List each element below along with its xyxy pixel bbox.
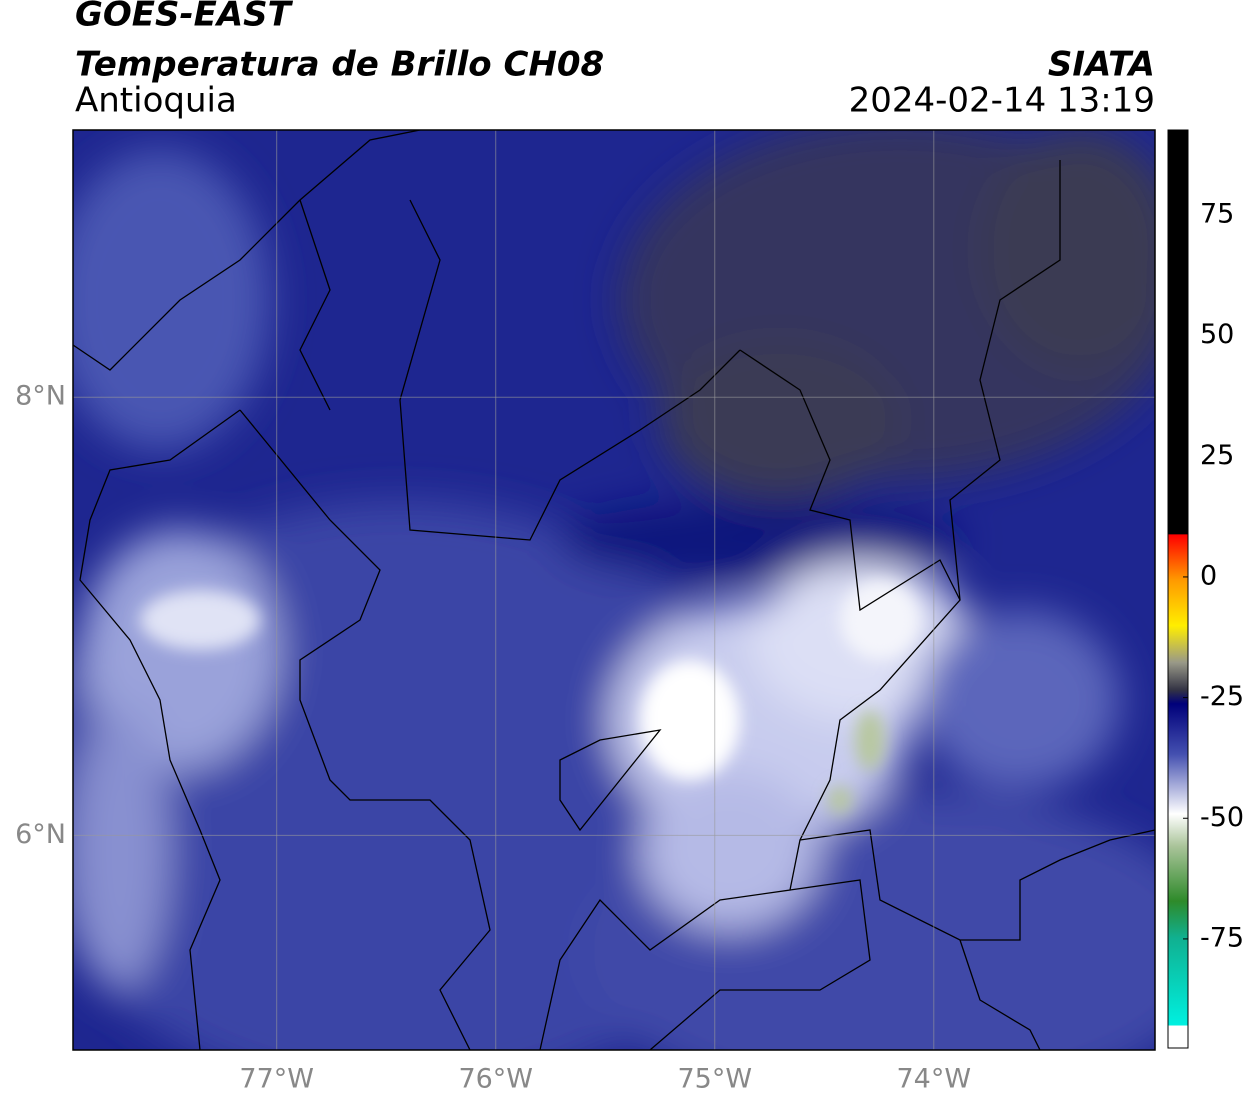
subtitle: Temperatura de Brillo CH08 (75, 45, 604, 85)
title: GOES-EAST (75, 0, 294, 35)
colorbar-tick-label: 75 (1200, 198, 1234, 229)
lon-tick-label: 77°W (239, 1064, 314, 1095)
map-frame (72, 129, 1156, 1051)
satellite-image (73, 130, 1155, 1050)
colorbar-tick-label: -75 (1200, 922, 1244, 953)
timestamp: 2024-02-14 13:19 (849, 81, 1155, 121)
colorbar-tick-label: 0 (1200, 560, 1217, 591)
region: Antioquia (75, 81, 237, 121)
lat-tick-label: 8°N (15, 381, 66, 412)
source: SIATA (1048, 45, 1155, 85)
lat-tick-label: 6°N (15, 819, 66, 850)
lon-tick-label: 74°W (897, 1064, 972, 1095)
colorbar-tick-label: 50 (1200, 319, 1234, 350)
colorbar-tick-label: 25 (1200, 440, 1234, 471)
colorbar (1167, 129, 1189, 1049)
lon-tick-label: 75°W (677, 1064, 752, 1095)
colorbar-tick-label: -25 (1200, 681, 1244, 712)
colorbar-tick-label: -50 (1200, 802, 1244, 833)
lon-tick-label: 76°W (458, 1064, 533, 1095)
